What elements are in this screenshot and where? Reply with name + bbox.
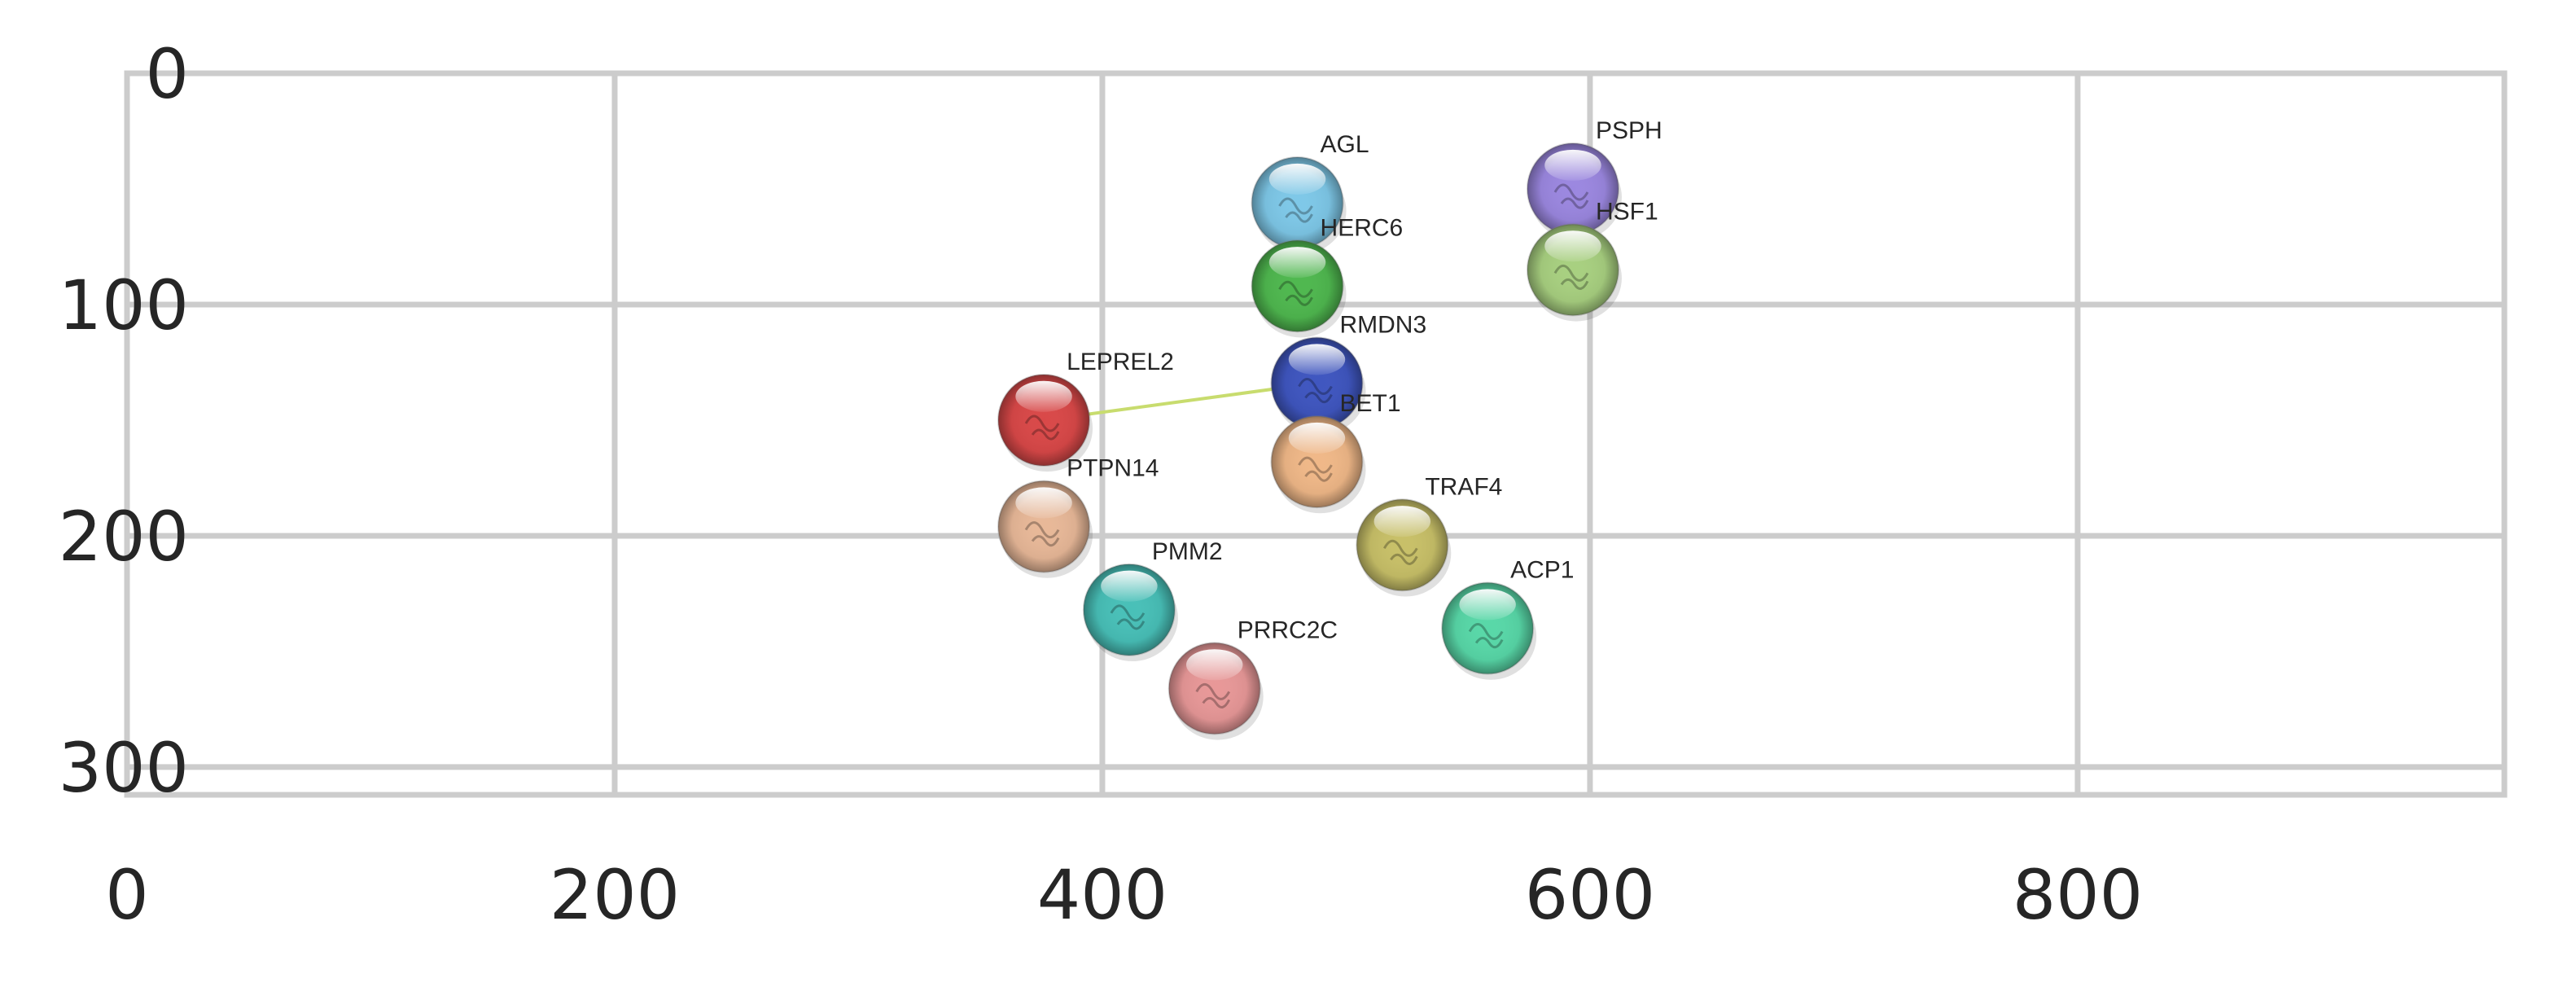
y-tick-label: 200 [59, 497, 189, 577]
node-herc6[interactable]: HERC6 [1251, 214, 1404, 338]
node-label: PRRC2C [1238, 616, 1338, 643]
node-highlight [1373, 506, 1431, 537]
x-tick-label: 0 [105, 855, 148, 935]
y-tick-label: 300 [59, 728, 189, 808]
node-label: TRAF4 [1425, 473, 1502, 500]
node-highlight [1015, 380, 1072, 412]
node-bet1[interactable]: BET1 [1270, 390, 1401, 514]
nodes: AGL PSPH HERC6 HSF1 RMDN3 LEPREL2 BET1 PTPN14 TR… [997, 117, 1663, 740]
node-rmdn3[interactable]: RMDN3 [1270, 312, 1426, 435]
x-axis-ticks: 0 200 400 600 800 [105, 855, 2143, 935]
plot-frame [124, 70, 2508, 798]
node-label: PMM2 [1152, 538, 1223, 565]
node-label: HERC6 [1321, 214, 1404, 241]
node-pmm2[interactable]: PMM2 [1082, 538, 1223, 662]
node-highlight [1544, 149, 1601, 181]
y-tick-label: 100 [59, 265, 189, 345]
node-label: AGL [1321, 131, 1369, 158]
x-tick-label: 200 [550, 855, 680, 935]
node-highlight [1288, 422, 1346, 454]
node-agl[interactable]: AGL [1251, 131, 1369, 255]
node-highlight [1015, 487, 1072, 519]
node-ptpn14[interactable]: PTPN14 [997, 455, 1159, 578]
node-highlight [1185, 649, 1243, 681]
y-axis-ticks: 0 100 200 300 [59, 34, 189, 808]
y-tick-label: 0 [146, 34, 189, 114]
node-label: PSPH [1596, 117, 1663, 144]
node-highlight [1288, 344, 1346, 375]
node-psph[interactable]: PSPH [1526, 117, 1663, 241]
node-label: ACP1 [1510, 557, 1574, 584]
node-acp1[interactable]: ACP1 [1441, 557, 1575, 680]
node-highlight [1544, 230, 1601, 262]
node-highlight [1268, 163, 1326, 195]
node-hsf1[interactable]: HSF1 [1526, 198, 1658, 322]
node-highlight [1268, 247, 1326, 279]
node-label: BET1 [1339, 390, 1400, 417]
node-prrc2c[interactable]: PRRC2C [1168, 616, 1338, 740]
node-highlight [1101, 570, 1158, 602]
node-traf4[interactable]: TRAF4 [1356, 473, 1502, 597]
node-label: HSF1 [1596, 198, 1658, 225]
node-label: LEPREL2 [1067, 349, 1174, 375]
node-leprel2[interactable]: LEPREL2 [997, 349, 1174, 472]
node-label: RMDN3 [1339, 312, 1426, 339]
x-tick-label: 400 [1037, 855, 1168, 935]
x-tick-label: 600 [1525, 855, 1655, 935]
x-tick-label: 800 [2013, 855, 2143, 935]
node-label: PTPN14 [1067, 455, 1159, 482]
edges [1043, 381, 1317, 422]
node-highlight [1459, 589, 1516, 621]
edge-leprel2-rmdn3 [1043, 381, 1317, 422]
